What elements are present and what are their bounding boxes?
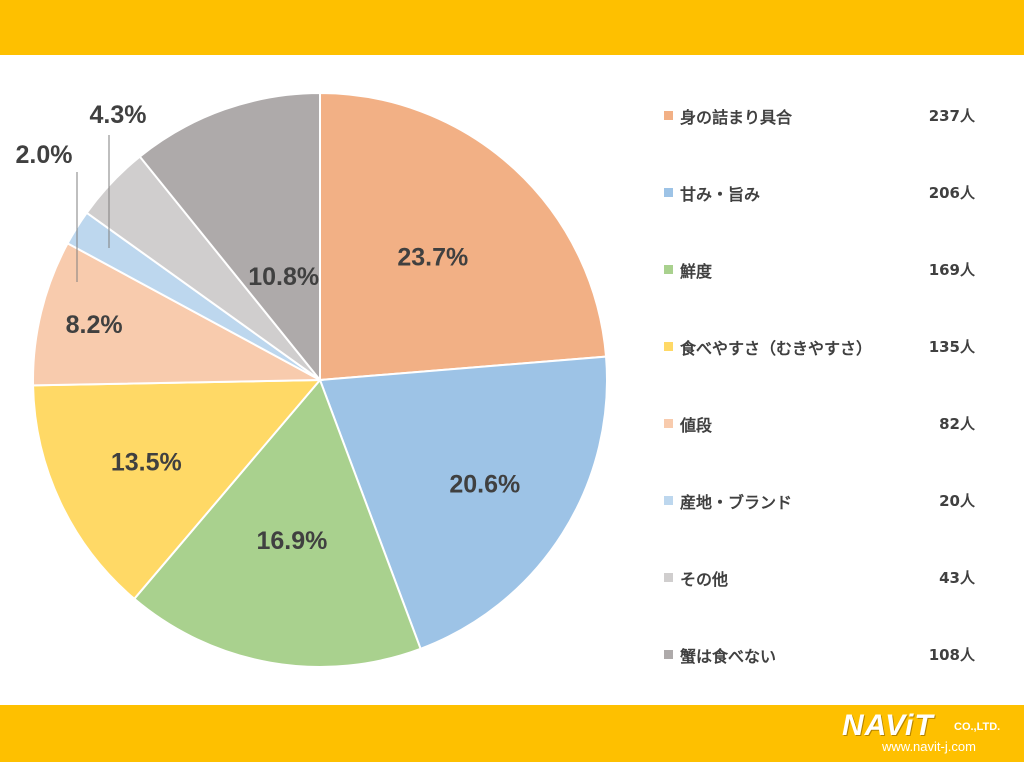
legend-count: 169人	[928, 261, 975, 279]
pie-slice	[32, 241, 324, 387]
legend-count: 108人	[928, 646, 975, 664]
slice-percent-label: 20.6%	[449, 471, 520, 499]
legend-item: 甘み・旨み 206人	[664, 179, 1004, 256]
pie-slice	[138, 91, 321, 383]
legend-label: 蟹は食べない	[680, 647, 777, 666]
slice-percent-label: 10.8%	[248, 263, 319, 291]
legend-label: 身の詰まり具合	[680, 108, 793, 127]
legend-label: 鮮度	[680, 262, 713, 281]
legend-label: 産地・ブランド	[680, 493, 793, 512]
top-banner	[0, 0, 1024, 55]
legend-item: 産地・ブランド 20人	[664, 487, 1004, 564]
pie-slice	[132, 378, 422, 668]
logo-name: NAViT	[842, 709, 934, 742]
slice-percent-label: 13.5%	[111, 448, 182, 476]
legend-swatch	[664, 265, 673, 274]
slice-percent-label: 23.7%	[397, 244, 468, 272]
legend-count: 206人	[928, 184, 975, 202]
bottom-banner	[0, 705, 1024, 762]
slice-percent-label: 4.3%	[90, 101, 147, 129]
pie-slice	[318, 355, 608, 651]
legend-item: その他 43人	[664, 564, 1004, 641]
legend-swatch	[664, 419, 673, 428]
legend-count: 135人	[928, 338, 975, 356]
slice-percent-label: 16.9%	[256, 527, 327, 555]
legend-swatch	[664, 342, 673, 351]
pie-chart: 23.7% 20.6% 16.9% 13.5% 8.2% 2.0% 4.3% 10.8%	[16, 91, 608, 668]
legend-count: 43人	[939, 569, 975, 587]
legend-count: 82人	[939, 415, 975, 433]
legend-label: 甘み・旨み	[680, 185, 761, 204]
company-logo: NAViT CO.,LTD. www.navit-j.com	[842, 709, 1014, 757]
legend-item: 鮮度 169人	[664, 256, 1004, 333]
legend-label: 食べやすさ（むきやすさ）	[680, 339, 873, 358]
legend-item: 値段 82人	[664, 410, 1004, 487]
legend-swatch	[664, 496, 673, 505]
legend-item: 身の詰まり具合 237人	[664, 102, 1004, 179]
legend-swatch	[664, 111, 673, 120]
legend-swatch	[664, 650, 673, 659]
logo-url: www.navit-j.com	[882, 739, 976, 754]
legend-swatch	[664, 188, 673, 197]
pie-slice	[319, 91, 608, 382]
legend: 身の詰まり具合 237人 甘み・旨み 206人 鮮度 169人 食べやすさ（むき…	[664, 102, 1004, 718]
slice-percent-label: 8.2%	[66, 311, 123, 339]
legend-count: 237人	[928, 107, 975, 125]
legend-item: 蟹は食べない 108人	[664, 641, 1004, 718]
legend-item: 食べやすさ（むきやすさ） 135人	[664, 333, 1004, 410]
slice-percent-label: 2.0%	[16, 141, 73, 169]
legend-swatch	[664, 573, 673, 582]
logo-suffix: CO.,LTD.	[954, 721, 1001, 733]
pie-slice	[32, 378, 323, 601]
legend-label: その他	[680, 570, 729, 589]
legend-label: 値段	[680, 416, 713, 435]
legend-count: 20人	[939, 492, 975, 510]
